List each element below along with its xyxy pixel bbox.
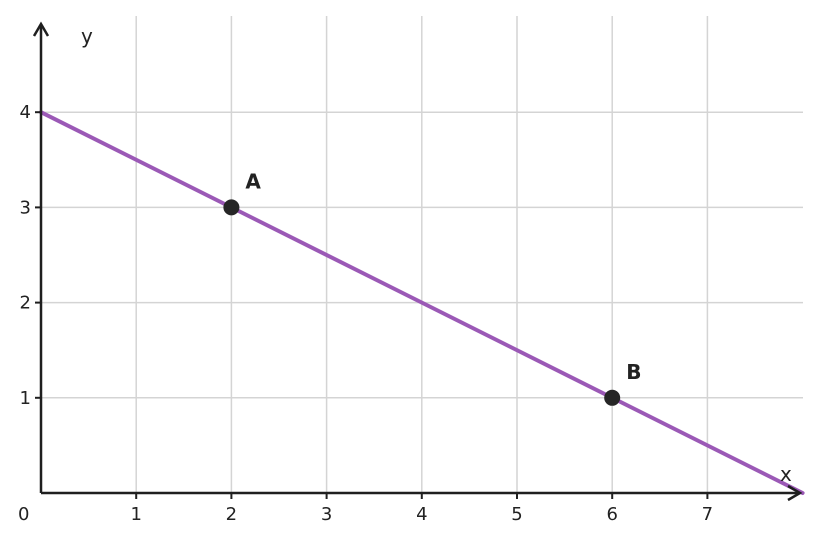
x-tick-label: 3 xyxy=(321,504,332,525)
x-tick-label: 4 xyxy=(416,504,427,525)
y-tick-label: 1 xyxy=(20,388,31,409)
data-line-group xyxy=(39,110,805,495)
x-tick-label: 2 xyxy=(226,504,237,525)
y-tick-label: 2 xyxy=(20,293,31,314)
x-axis-title: x xyxy=(780,462,792,486)
x-axis-arrow xyxy=(787,484,803,502)
point-label-b: B xyxy=(626,360,641,384)
axes xyxy=(32,21,803,502)
grid xyxy=(41,16,803,493)
origin-label: 0 xyxy=(18,504,29,525)
tick-labels: 1 2 3 4 5 6 7 1 2 3 4 xyxy=(20,102,714,525)
data-points: AB xyxy=(223,169,641,406)
point-label-a: A xyxy=(245,169,261,193)
point-a xyxy=(223,199,240,216)
y-tick-label: 3 xyxy=(20,197,31,218)
x-tick-label: 7 xyxy=(702,504,713,525)
y-axis-title: y xyxy=(81,24,93,48)
y-tick-label: 4 xyxy=(20,102,31,123)
x-tick-label: 6 xyxy=(606,504,617,525)
y-axis-arrow xyxy=(32,21,50,37)
data-line xyxy=(39,110,805,495)
x-tick-label: 1 xyxy=(130,504,141,525)
x-tick-label: 5 xyxy=(511,504,522,525)
point-b xyxy=(604,389,621,406)
